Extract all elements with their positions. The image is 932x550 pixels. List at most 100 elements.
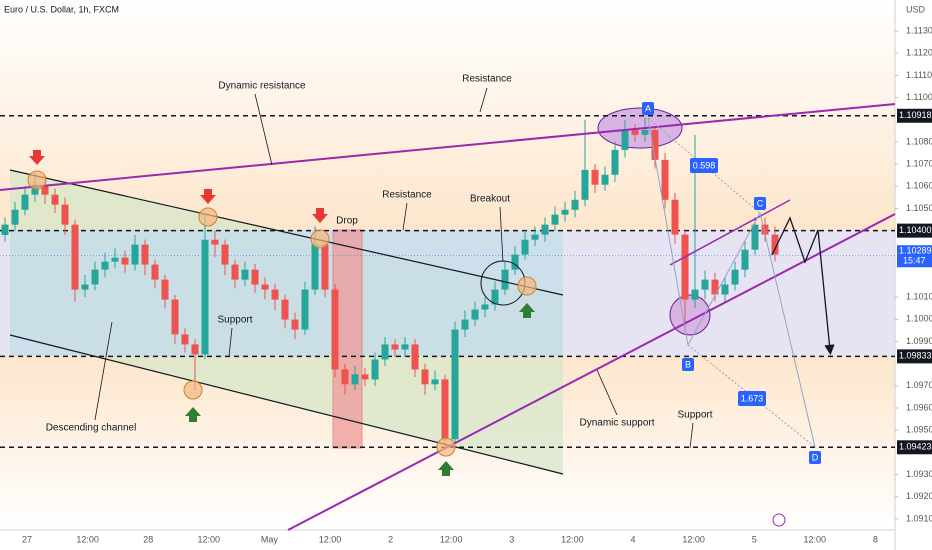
abcd-line (759, 212, 816, 448)
current-price-badge (897, 245, 932, 268)
ratio-badge (738, 391, 766, 406)
touch-point (310, 229, 330, 249)
candle-body (41, 184, 49, 195)
level-badge (897, 108, 932, 123)
down-arrow (29, 150, 45, 165)
candle-body (441, 379, 449, 440)
callout-line (499, 206, 504, 263)
ratio-label: 0.598 (693, 160, 716, 170)
candle-body (61, 204, 69, 225)
touch-point (517, 276, 537, 296)
x-tick-label: 4 (630, 534, 635, 544)
candle-body (321, 244, 329, 290)
x-tick-label: 12:00 (198, 534, 221, 544)
candle-body (731, 269, 739, 285)
x-tick-label: 12:00 (440, 534, 463, 544)
level-label: 1.09423 (899, 442, 932, 452)
touch-point (436, 437, 456, 457)
drawings: Dynamic resistance Resistance Resistance… (0, 74, 896, 531)
annotation: Support (217, 315, 252, 326)
point-badge (642, 102, 654, 115)
candle-body (121, 257, 129, 265)
axes: 1.11300 1.11200 1.11100 1.11000 1.10800 1.107… (22, 25, 932, 544)
candle-body (141, 244, 149, 265)
dynamic-support-line (287, 213, 896, 531)
x-tick-label: 27 (22, 534, 32, 544)
candle-body (211, 239, 219, 245)
candle-body (641, 129, 649, 135)
y-tick-label: 1.09100 (906, 513, 932, 523)
current-price-label: 1.10289 (899, 246, 932, 256)
y-tick-label: 1.10000 (906, 314, 932, 324)
candle-body (741, 249, 749, 270)
candle-body (221, 244, 229, 265)
candle-body (761, 224, 769, 235)
x-tick-label: 5 (752, 534, 757, 544)
annotation: Dynamic support (579, 418, 654, 429)
callout-line (228, 327, 233, 357)
candle-body (11, 209, 19, 225)
x-tick-label: 3 (509, 534, 514, 544)
up-arrow (519, 303, 535, 318)
candle-body (261, 284, 269, 290)
candle-body (21, 194, 29, 210)
up-arrows (185, 303, 535, 476)
candle-body (511, 254, 519, 270)
level-badge (897, 349, 932, 364)
level-label: 1.09833 (899, 351, 932, 361)
x-tick-label: 12:00 (682, 534, 705, 544)
candle-body (671, 199, 679, 235)
candle-body (601, 174, 609, 185)
time-axis (0, 530, 932, 550)
candle-body (71, 224, 79, 290)
point-badge (754, 197, 766, 210)
touch-points (27, 170, 537, 457)
event-icon[interactable] (772, 513, 786, 527)
candle-body (691, 289, 699, 300)
touch-point (198, 207, 218, 227)
y-tick-label: 1.09300 (906, 469, 932, 479)
candle-body (381, 344, 389, 360)
candle-body (281, 299, 289, 320)
candle-body (251, 269, 259, 285)
candle-body (301, 289, 309, 330)
annotation: Drop (336, 216, 358, 227)
candle-body (521, 239, 529, 255)
candle-body (331, 289, 339, 370)
candle-body (231, 264, 239, 280)
candle-body (291, 319, 299, 330)
callout-line (596, 369, 618, 416)
annotation: Breakout (470, 194, 510, 205)
candle-body (91, 269, 99, 285)
annotation: Support (677, 410, 712, 421)
candle-body (751, 224, 759, 250)
y-tick-label: 1.10500 (906, 203, 932, 213)
y-tick-label: 1.09200 (906, 491, 932, 501)
y-tick-label: 1.11300 (906, 25, 932, 35)
annotation: Resistance (382, 190, 432, 201)
y-tick-label: 1.10800 (906, 136, 932, 146)
annotation: Resistance (462, 74, 512, 85)
annotation: Dynamic resistance (218, 81, 306, 92)
point-label: B (685, 359, 691, 369)
candle-body (491, 289, 499, 305)
x-tick-label: 2 (388, 534, 393, 544)
levels (0, 115, 895, 449)
candle-body (351, 374, 359, 385)
touch-point (183, 380, 203, 400)
y-tick-label: 1.11000 (906, 92, 932, 102)
x-tick-label: 12:00 (804, 534, 827, 544)
down-arrow (312, 208, 328, 223)
candle-body (161, 279, 169, 300)
candle-body (371, 359, 379, 380)
candle-body (361, 374, 369, 380)
resistance-zone (0, 0, 895, 230)
y-tick-label: 1.10100 (906, 292, 932, 302)
ratio-badge (690, 158, 718, 173)
y-tick-label: 1.10700 (906, 158, 932, 168)
candle-body (51, 194, 59, 205)
level-label: 1.10400 (899, 225, 932, 235)
candle-body (101, 261, 109, 270)
y-tick-label: 1.11200 (906, 48, 932, 58)
x-tick-label: 12:00 (76, 534, 99, 544)
